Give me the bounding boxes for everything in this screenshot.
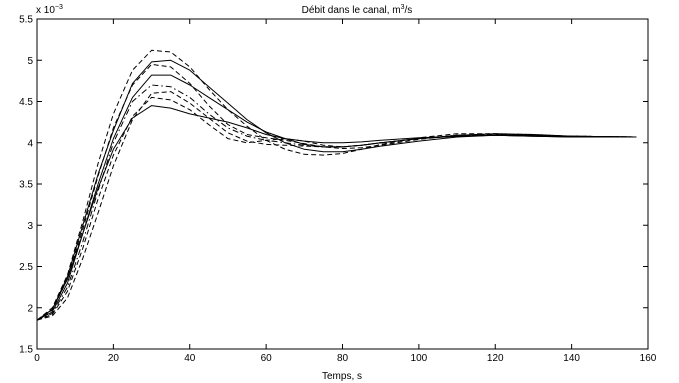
x-tick-label: 100	[411, 353, 428, 364]
x-tick-label: 80	[337, 353, 349, 364]
series-line-3	[36, 105, 637, 321]
y-tick-label: 2.5	[19, 262, 33, 273]
x-tick-labels: 0 20 40 60 80 100 120 140 160	[34, 353, 657, 364]
x-axis-label: Temps, s	[322, 371, 362, 382]
x-tick-label: 140	[563, 353, 580, 364]
plot-lines	[36, 49, 637, 321]
y-tick-label: 5	[27, 56, 33, 67]
series-line-6	[36, 91, 637, 321]
chart-title: Débit dans le canal, m3/s	[302, 4, 413, 16]
y-tick-label: 4.5	[19, 97, 33, 108]
series-line-5	[36, 96, 637, 321]
series-line-1	[36, 74, 637, 321]
series-line-7	[36, 63, 637, 321]
x-tick-label: 20	[108, 353, 120, 364]
series-line-2	[36, 59, 637, 321]
x-tick-label: 60	[261, 353, 273, 364]
series-line-4	[36, 49, 637, 321]
y-axis-multiplier: x 10−3	[36, 4, 63, 16]
y-tick-label: 5.5	[19, 15, 33, 26]
x-tick-label: 160	[640, 353, 657, 364]
plot-frame	[36, 18, 649, 350]
y-tick-label: 1.5	[19, 345, 33, 356]
y-tick-labels: 1.5 2 2.5 3 3.5 4 4.5 5 5.5	[19, 15, 33, 356]
y-tick-label: 2	[27, 303, 33, 314]
y-tick-label: 3	[27, 221, 33, 232]
x-tick-label: 40	[184, 353, 196, 364]
x-tick-label: 0	[34, 353, 40, 364]
y-tick-label: 4	[27, 138, 33, 149]
x-tick-label: 120	[487, 353, 504, 364]
axis-ticks	[36, 18, 649, 350]
y-tick-label: 3.5	[19, 180, 33, 191]
series-line-8	[36, 84, 637, 321]
